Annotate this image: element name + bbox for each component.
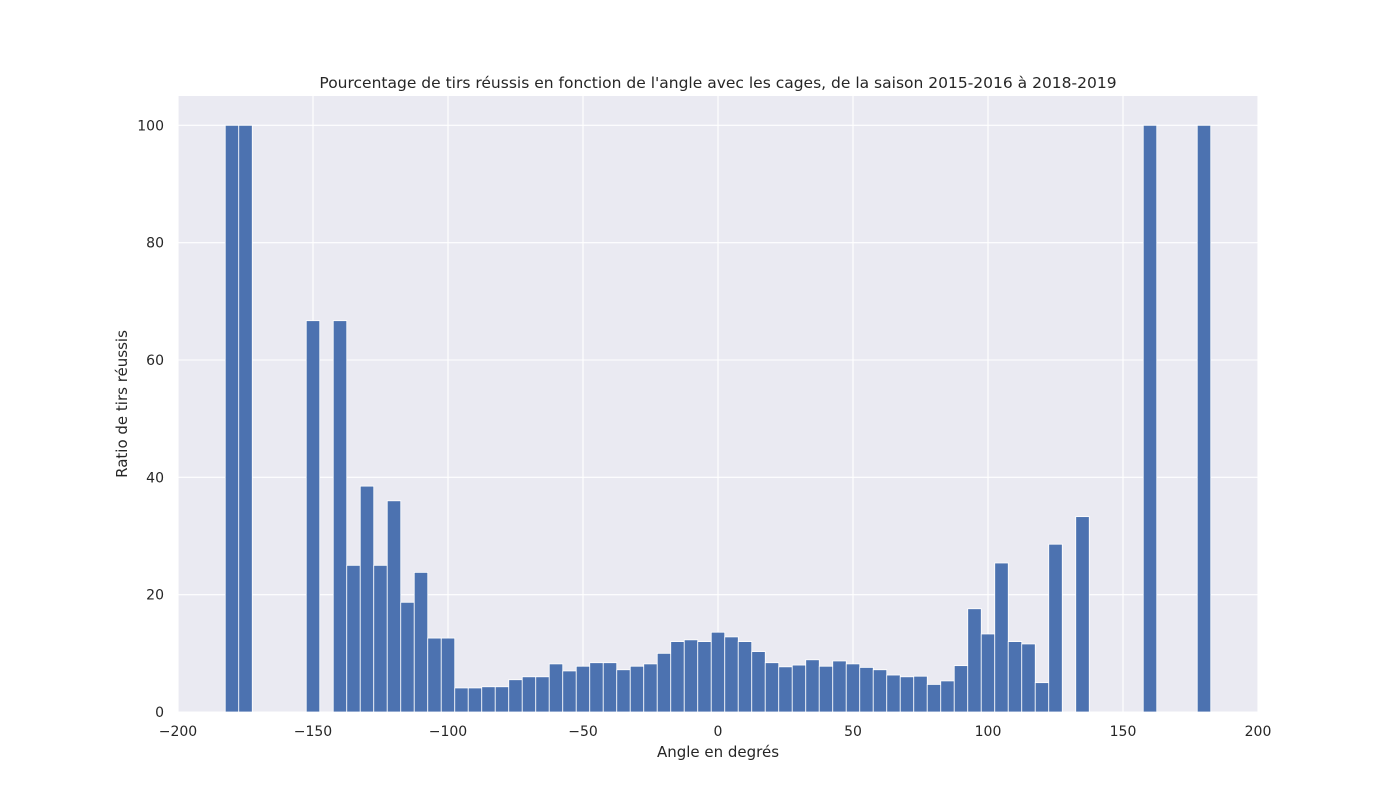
histogram-bar bbox=[548, 663, 564, 713]
histogram-bar bbox=[386, 500, 402, 713]
x-tick-label: −100 bbox=[429, 724, 467, 740]
histogram-bar bbox=[440, 637, 456, 713]
x-axis-ticks: −200 −150 −100 −50 0 50 100 150 200 bbox=[159, 724, 1272, 740]
histogram-bar bbox=[872, 669, 888, 713]
x-tick-label: −200 bbox=[159, 724, 197, 740]
histogram-bar bbox=[994, 562, 1009, 713]
histogram-bar bbox=[467, 687, 483, 713]
histogram-bar bbox=[980, 633, 996, 713]
histogram-bar bbox=[710, 631, 726, 713]
histogram-bar bbox=[845, 663, 861, 713]
histogram-bar bbox=[724, 636, 739, 713]
histogram-bar bbox=[1034, 682, 1050, 713]
histogram-bar bbox=[764, 662, 780, 713]
histogram-bar bbox=[616, 669, 631, 713]
histogram-bar bbox=[778, 666, 793, 713]
x-tick-label: 0 bbox=[714, 724, 723, 740]
x-tick-label: 150 bbox=[1110, 724, 1137, 740]
histogram-bar bbox=[305, 320, 321, 713]
x-tick-label: −50 bbox=[568, 724, 598, 740]
histogram-bar bbox=[454, 687, 469, 713]
histogram-bar bbox=[832, 660, 847, 713]
y-tick-label: 80 bbox=[146, 236, 164, 252]
histogram-bar bbox=[427, 637, 442, 713]
y-tick-label: 20 bbox=[146, 588, 164, 604]
histogram-bar bbox=[1075, 516, 1090, 713]
chart-title: Pourcentage de tirs réussis en fonction … bbox=[319, 74, 1116, 92]
histogram-bar bbox=[670, 641, 685, 713]
histogram-bar bbox=[886, 674, 901, 713]
histogram-bar bbox=[1048, 543, 1063, 713]
x-tick-label: 100 bbox=[975, 724, 1002, 740]
histogram-bar bbox=[413, 571, 429, 713]
histogram-bar bbox=[1021, 643, 1036, 713]
histogram-bar bbox=[602, 662, 618, 713]
histogram-bar bbox=[589, 662, 604, 713]
y-tick-label: 60 bbox=[146, 353, 164, 369]
x-tick-label: 200 bbox=[1245, 724, 1272, 740]
histogram-bar bbox=[656, 652, 672, 713]
histogram-bar bbox=[737, 641, 753, 713]
y-axis-label: Ratio de tirs réussis bbox=[113, 330, 131, 478]
y-axis-ticks: 0 20 40 60 80 100 bbox=[137, 118, 164, 721]
histogram-bar bbox=[926, 684, 942, 713]
histogram-bar bbox=[346, 564, 361, 713]
histogram-bar bbox=[791, 664, 807, 713]
histogram-bar bbox=[575, 665, 591, 713]
histogram-bar bbox=[805, 659, 820, 713]
histogram-bar bbox=[751, 651, 766, 713]
bars bbox=[224, 124, 1212, 713]
histogram-bar bbox=[494, 686, 510, 713]
histogram-bar bbox=[521, 676, 537, 713]
histogram-bar bbox=[899, 676, 915, 713]
histogram-bar bbox=[629, 665, 645, 713]
histogram-bar bbox=[359, 485, 375, 713]
histogram-bar bbox=[1196, 124, 1212, 713]
histogram-bar bbox=[238, 124, 253, 713]
histogram-bar bbox=[332, 320, 348, 713]
x-axis-label: Angle en degrés bbox=[657, 743, 779, 761]
histogram-bar bbox=[940, 680, 955, 713]
histogram-bar bbox=[508, 679, 523, 713]
histogram-bar bbox=[697, 641, 712, 713]
histogram-bar bbox=[683, 639, 699, 713]
y-tick-label: 0 bbox=[155, 705, 164, 721]
y-tick-label: 40 bbox=[146, 470, 164, 486]
histogram-bar bbox=[953, 665, 969, 713]
histogram-bar bbox=[562, 670, 577, 713]
histogram-bar bbox=[1142, 124, 1158, 713]
x-tick-label: 50 bbox=[844, 724, 862, 740]
histogram-bar bbox=[818, 665, 834, 713]
histogram-bar bbox=[481, 686, 496, 713]
y-tick-label: 100 bbox=[137, 118, 164, 134]
x-tick-label: −150 bbox=[294, 724, 332, 740]
histogram-bar bbox=[535, 676, 550, 713]
histogram-bar bbox=[643, 663, 658, 713]
histogram-bar bbox=[859, 667, 874, 713]
histogram-bar bbox=[373, 564, 388, 713]
histogram-bar bbox=[967, 608, 982, 713]
histogram-bar bbox=[1007, 641, 1023, 713]
histogram-bar bbox=[400, 601, 415, 713]
histogram-bar bbox=[224, 124, 240, 713]
histogram-bar bbox=[913, 675, 928, 713]
